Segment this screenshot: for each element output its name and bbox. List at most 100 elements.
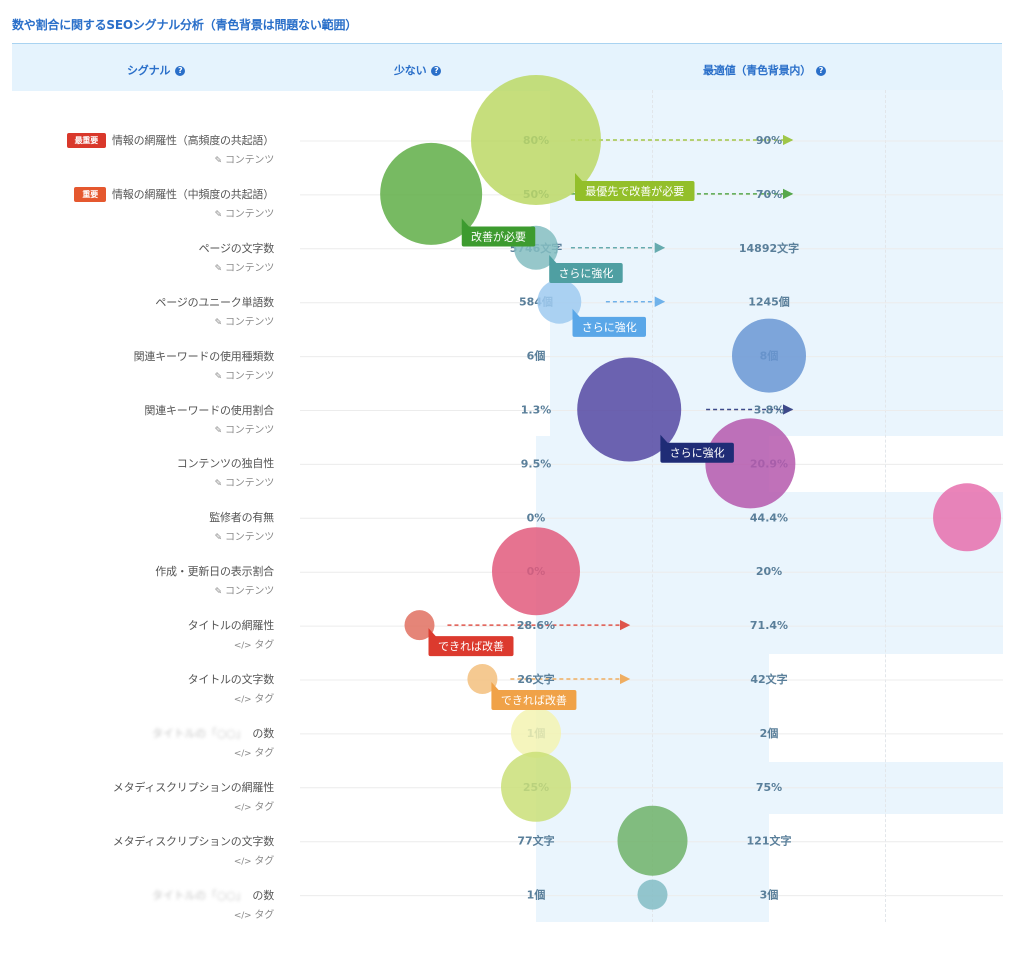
callout-box xyxy=(491,690,577,710)
signal-label: ページの文字数 xyxy=(198,240,275,256)
callout-box xyxy=(575,181,695,201)
signal-label-text: 情報の網羅性（中頻度の共起語） xyxy=(112,187,274,201)
column-header-low: 少ない? xyxy=(394,62,442,78)
signal-bubble xyxy=(404,610,435,641)
current-value-label: 9.5% xyxy=(521,457,552,470)
callout-pointer xyxy=(491,682,501,692)
signal-bubble xyxy=(705,418,796,509)
callout-badge: 改善が必要 xyxy=(461,218,536,247)
code-tag-icon: </> xyxy=(233,748,252,759)
callout-box xyxy=(572,316,646,337)
signal-category-text: タグ xyxy=(254,801,274,813)
callout-pointer xyxy=(572,308,582,319)
signal-category-text: コンテンツ xyxy=(225,155,274,166)
current-value-label: 26文字 xyxy=(517,672,554,686)
signal-label-text: メタディスクリプションの文字数 xyxy=(112,834,274,848)
grid-line xyxy=(652,90,653,922)
optimal-value-label: 20% xyxy=(756,565,782,578)
signal-category-text: コンテンツ xyxy=(225,424,274,436)
callout-text: さらに強化 xyxy=(670,446,725,460)
current-value-label: 6個 xyxy=(527,349,546,363)
signal-category-text: コンテンツ xyxy=(225,262,274,274)
callout-text: できれば改善 xyxy=(501,693,567,707)
signal-label: タイトルの文字数 xyxy=(187,671,275,687)
signal-bubble xyxy=(511,707,561,758)
column-header-signal: シグナル? xyxy=(127,62,186,78)
optimal-value-label: 3.8% xyxy=(754,404,785,417)
signal-label: メタディスクリプションの文字数 xyxy=(113,833,274,849)
signal-category: ✎ コンテンツ xyxy=(214,474,275,490)
callout-box xyxy=(461,226,536,247)
signal-label-text: ページの文字数 xyxy=(198,241,275,255)
signal-label-text: の数 xyxy=(252,888,274,902)
callout-text: できれば改善 xyxy=(438,639,504,653)
signal-label-text: ページのユニーク単語数 xyxy=(155,295,274,309)
grid-line xyxy=(885,90,886,922)
callout-badge: さらに強化 xyxy=(660,434,734,463)
callout-box xyxy=(549,263,623,283)
signal-bubble xyxy=(637,879,668,910)
signal-bubble xyxy=(537,279,582,324)
question-circle-icon[interactable]: ? xyxy=(175,66,186,76)
signal-label-text: メタディスクリプションの網羅性 xyxy=(112,780,274,794)
edit-note-icon: ✎ xyxy=(214,479,223,490)
signal-category-text: コンテンツ xyxy=(225,370,274,382)
callout-text: さらに強化 xyxy=(582,320,637,334)
priority-badge: 重要 xyxy=(74,186,106,202)
signal-category-text: タグ xyxy=(254,694,274,705)
optimal-value-label: 71.4% xyxy=(750,619,788,632)
signal-category: </> タグ xyxy=(234,798,274,813)
signal-category-text: タグ xyxy=(254,909,274,921)
current-value-label: 28.6% xyxy=(517,619,555,632)
code-tag-icon: </> xyxy=(233,856,252,867)
signal-label: 最重要 情報の網羅性（高頻度の共起語） xyxy=(66,132,274,148)
signal-category-text: タグ xyxy=(254,855,274,867)
signal-label-text: 作成・更新日の表示割合 xyxy=(155,565,274,579)
callout-pointer xyxy=(575,173,584,183)
column-header-optimal: 最適値（青色背景内）? xyxy=(703,62,826,78)
edit-note-icon: ✎ xyxy=(214,156,223,166)
question-circle-icon[interactable]: ? xyxy=(431,66,442,76)
edit-note-icon: ✎ xyxy=(214,371,223,382)
signal-category: </> タグ xyxy=(234,906,274,921)
current-value-label: 77文字 xyxy=(517,834,554,848)
signal-label: ページのユニーク単語数 xyxy=(155,294,274,310)
callout-badge: さらに強化 xyxy=(549,255,623,283)
optimal-value-label: 44.4% xyxy=(750,511,788,524)
current-value-label: 1個 xyxy=(527,888,546,902)
signal-bubble xyxy=(471,75,601,205)
blurred-keyword: タイトルの「○○」 xyxy=(151,888,247,902)
callout-text: 最優先で改善が必要 xyxy=(585,184,684,198)
optimal-value-label: 121文字 xyxy=(747,834,792,848)
signal-label: 関連キーワードの使用種類数 xyxy=(134,348,275,364)
edit-note-icon: ✎ xyxy=(214,263,223,274)
signal-label: タイトルの網羅性 xyxy=(188,617,275,633)
signal-category: </> タグ xyxy=(234,636,274,651)
optimal-value-label: 70% xyxy=(756,188,782,201)
signal-category-text: コンテンツ xyxy=(225,316,274,328)
question-circle-icon[interactable]: ? xyxy=(816,66,826,76)
signal-header-label: シグナル xyxy=(127,64,171,77)
edit-note-icon: ✎ xyxy=(214,587,223,598)
signal-label-text: タイトルの文字数 xyxy=(187,673,275,686)
optimal-value-label: 42文字 xyxy=(750,672,787,686)
signal-bubble xyxy=(617,805,688,876)
signal-label-text: コンテンツの独自性 xyxy=(176,457,274,471)
callout-badge: 最優先で改善が必要 xyxy=(575,173,695,201)
callout-box xyxy=(428,636,514,657)
signal-label: 作成・更新日の表示割合 xyxy=(155,563,274,579)
signal-label-text: 情報の網羅性（高頻度の共起語） xyxy=(112,134,274,147)
signal-category-text: コンテンツ xyxy=(225,478,274,490)
signal-label: 監修者の有無 xyxy=(209,509,274,525)
callout-badge: できれば改善 xyxy=(491,682,577,710)
signal-category: ✎ コンテンツ xyxy=(215,205,275,220)
callout-text: 改善が必要 xyxy=(471,230,526,244)
signal-category: </> タグ xyxy=(234,744,274,759)
signal-bubble xyxy=(933,483,1002,552)
signal-label: タイトルの「○○」 の数 xyxy=(152,725,274,741)
signal-label: メタディスクリプションの網羅性 xyxy=(113,779,274,795)
row-lines xyxy=(300,140,1003,897)
signal-category: ✎ コンテンツ xyxy=(214,151,275,166)
edit-note-icon: ✎ xyxy=(214,425,223,436)
